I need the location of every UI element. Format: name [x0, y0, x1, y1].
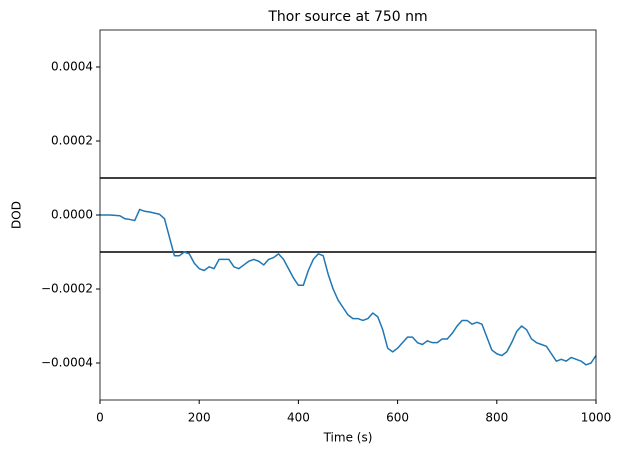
plot-frame: [99, 29, 597, 401]
x-tick-label: 600: [386, 411, 409, 425]
x-tick-label: 200: [188, 411, 211, 425]
y-tick-label: −0.0002: [41, 282, 93, 296]
x-tick-label: 800: [485, 411, 508, 425]
chart-title: Thor source at 750 nm: [267, 9, 427, 25]
data-line: [100, 208, 597, 366]
y-tick-label: 0.0000: [51, 208, 93, 222]
x-tick-label: 1000: [581, 411, 612, 425]
y-tick-label: −0.0004: [41, 356, 93, 370]
x-tick-label: 400: [287, 411, 310, 425]
y-tick-label: 0.0004: [51, 60, 93, 74]
y-tick-label: 0.0002: [51, 134, 93, 148]
x-tick-label: 0: [96, 411, 104, 425]
y-axis-label: DOD: [10, 201, 24, 229]
x-axis-label: Time (s): [323, 431, 373, 445]
